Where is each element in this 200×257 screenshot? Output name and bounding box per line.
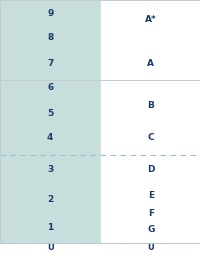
Text: 3: 3 <box>47 166 53 175</box>
Text: G: G <box>146 225 154 234</box>
Text: 6: 6 <box>47 84 53 93</box>
Text: 9: 9 <box>47 8 53 17</box>
Text: 1: 1 <box>47 224 53 233</box>
Text: 8: 8 <box>47 33 53 42</box>
Text: E: E <box>147 190 153 199</box>
Text: U: U <box>147 243 153 252</box>
Text: C: C <box>147 133 153 142</box>
Text: A*: A* <box>144 15 156 24</box>
Bar <box>0 0 100 243</box>
Text: 4: 4 <box>47 133 53 142</box>
Text: 5: 5 <box>47 108 53 117</box>
Text: 2: 2 <box>47 196 53 205</box>
Text: U: U <box>47 243 53 252</box>
Text: A: A <box>147 59 153 68</box>
Text: D: D <box>146 166 154 175</box>
Bar <box>100 0 200 243</box>
Text: F: F <box>147 208 153 217</box>
Text: 7: 7 <box>47 59 53 68</box>
Text: B: B <box>147 102 153 111</box>
